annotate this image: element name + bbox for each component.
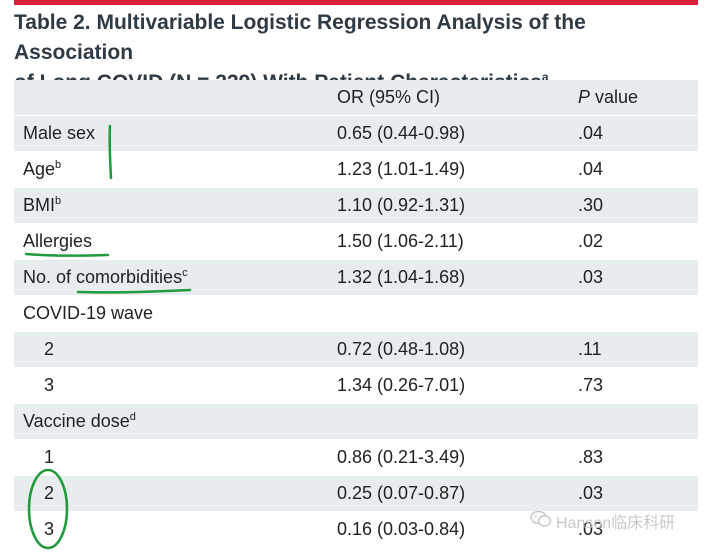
table-row-dose-2: 2 0.25 (0.07-0.87) .03	[14, 476, 698, 512]
row-label: 3	[44, 368, 54, 403]
row-p-value: .03	[578, 267, 604, 287]
row-or-ci: 0.65 (0.44-0.98)	[337, 123, 466, 143]
row-label-text: Vaccine dose	[23, 411, 130, 431]
header-p-value: P value	[578, 80, 638, 115]
regression-table: OR (95% CI) P value Male sex 0.65 (0.44-…	[14, 80, 698, 548]
row-label: 2	[44, 476, 54, 511]
row-or-ci: 0.72 (0.48-1.08)	[337, 339, 466, 359]
row-or-ci: 0.86 (0.21-3.49)	[337, 447, 466, 467]
row-label-text: 1	[44, 447, 55, 467]
row-or-ci: 1.10 (0.92-1.31)	[337, 195, 466, 215]
table-row-dose-3: 3 0.16 (0.03-0.84) .03	[14, 512, 698, 548]
row-label-text: No. of comorbidities	[23, 267, 183, 287]
row-label: 1	[44, 440, 54, 475]
table-row-wave-2: 2 0.72 (0.48-1.08) .11	[14, 332, 698, 368]
row-p-value: .03	[578, 519, 604, 539]
table-row-vaccine-dose: Vaccine dosed	[14, 404, 698, 440]
watermark-text: Hanson临床科研	[556, 515, 676, 533]
row-label: Ageb	[23, 152, 61, 187]
row-footnote: b	[55, 195, 62, 207]
row-label-text: 3	[44, 519, 55, 539]
row-label: BMIb	[23, 188, 61, 223]
row-or-ci: 1.23 (1.01-1.49)	[337, 159, 466, 179]
header-p-rest: value	[590, 87, 639, 107]
row-p-value: .73	[578, 375, 604, 395]
row-or-ci: 0.16 (0.03-0.84)	[337, 519, 466, 539]
row-footnote: d	[129, 411, 136, 423]
row-label: 2	[44, 332, 54, 367]
title-footnote-marker: a	[541, 70, 549, 84]
table-row-male-sex: Male sex 0.65 (0.44-0.98) .04	[14, 116, 698, 152]
row-label-text: 2	[44, 483, 55, 503]
watermark: Hanson临床科研	[530, 510, 675, 538]
header-or-ci: OR (95% CI)	[337, 87, 441, 107]
row-label: COVID-19 wave	[23, 296, 153, 331]
table-row-bmi: BMIb 1.10 (0.92-1.31) .30	[14, 188, 698, 224]
row-label-text: Age	[23, 159, 56, 179]
row-p-value: .02	[578, 231, 604, 251]
row-p-value: .04	[578, 123, 604, 143]
row-p-value: .11	[578, 339, 602, 359]
row-p-value: .04	[578, 159, 604, 179]
row-label-text: 2	[44, 339, 55, 359]
table-row-wave-3: 3 1.34 (0.26-7.01) .73	[14, 368, 698, 404]
row-label: No. of comorbiditiesc	[23, 260, 188, 295]
wechat-icon	[530, 510, 552, 538]
title-line-1: Table 2. Multivariable Logistic Regressi…	[14, 11, 586, 64]
table-row-covid-wave: COVID-19 wave	[14, 296, 698, 332]
table-row-dose-1: 1 0.86 (0.21-3.49) .83	[14, 440, 698, 476]
row-p-value: .83	[578, 447, 604, 467]
row-label-text: Allergies	[23, 231, 93, 251]
row-label: Male sex	[23, 116, 95, 151]
row-label-text: Male sex	[23, 123, 96, 143]
header-p-italic: P	[578, 87, 591, 107]
row-label-text: BMI	[23, 195, 56, 215]
row-label: Allergies	[23, 224, 92, 259]
table-header-row: OR (95% CI) P value	[14, 80, 698, 116]
title-accent-bar	[14, 0, 698, 5]
row-footnote: c	[182, 267, 188, 279]
row-label: Vaccine dosed	[23, 404, 136, 439]
row-label-text: COVID-19 wave	[23, 303, 154, 323]
row-p-value: .03	[578, 483, 604, 503]
row-label-text: 3	[44, 375, 55, 395]
row-or-ci: 1.34 (0.26-7.01)	[337, 375, 466, 395]
row-or-ci: 1.50 (1.06-2.11)	[337, 231, 464, 251]
row-p-value: .30	[578, 195, 604, 215]
row-footnote: b	[55, 159, 62, 171]
row-or-ci: 1.32 (1.04-1.68)	[337, 267, 466, 287]
table-row-allergies: Allergies 1.50 (1.06-2.11) .02	[14, 224, 698, 260]
table-row-comorbidities: No. of comorbiditiesc 1.32 (1.04-1.68) .…	[14, 260, 698, 296]
table-row-age: Ageb 1.23 (1.01-1.49) .04	[14, 152, 698, 188]
row-label: 3	[44, 512, 54, 547]
row-or-ci: 0.25 (0.07-0.87)	[337, 483, 466, 503]
